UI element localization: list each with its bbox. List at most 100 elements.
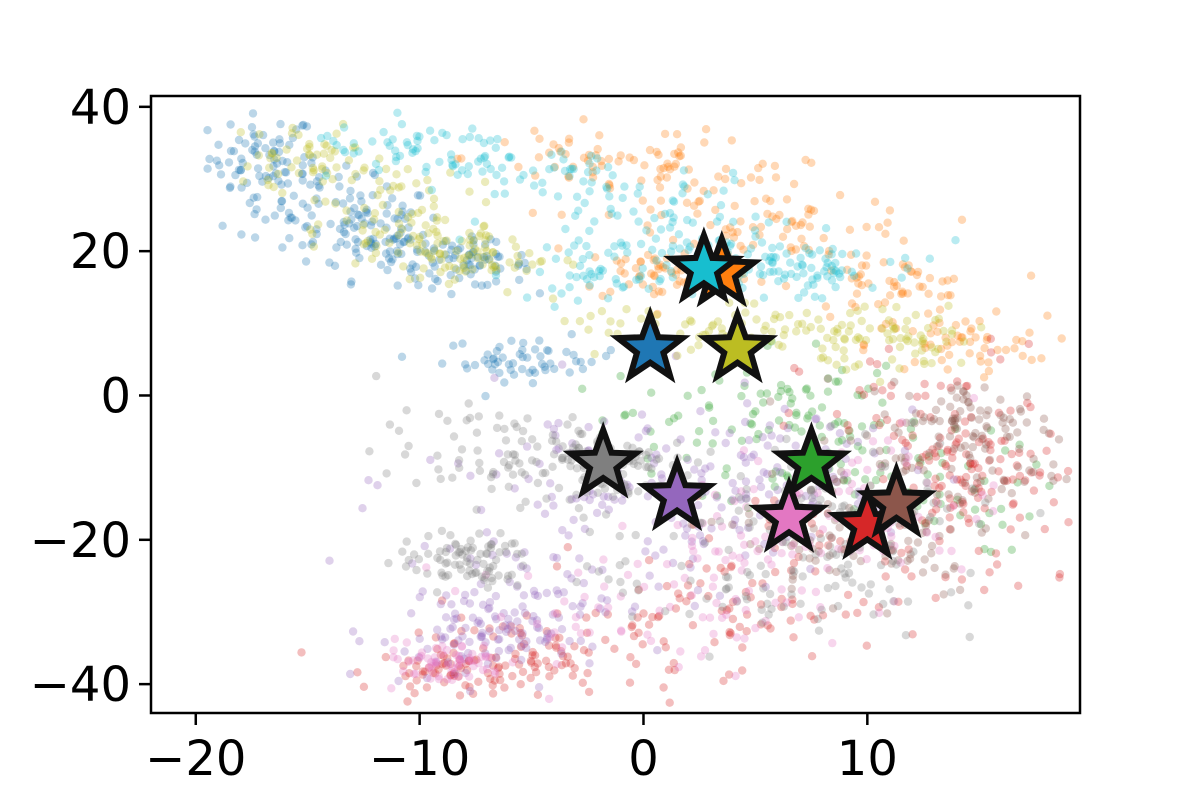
scatter-point [341, 229, 350, 239]
scatter-point [558, 455, 567, 464]
scatter-point [326, 153, 335, 163]
scatter-point [468, 265, 477, 274]
scatter-point [594, 603, 603, 612]
scatter-point [567, 330, 576, 339]
scatter-point [864, 279, 873, 288]
scatter-point [423, 654, 433, 663]
scatter-point [274, 147, 284, 157]
scatter-point [278, 188, 287, 198]
scatter-point [340, 148, 350, 157]
scatter-point [470, 244, 480, 254]
scatter-point [429, 244, 439, 253]
scatter-point [957, 215, 967, 224]
scatter-point [426, 253, 436, 262]
scatter-point [599, 492, 608, 501]
scatter-point [817, 605, 826, 614]
scatter-point [890, 324, 900, 333]
scatter-point [636, 257, 645, 266]
scatter-point [557, 649, 566, 658]
scatter-point [270, 155, 279, 164]
scatter-point [741, 587, 751, 597]
scatter-point [997, 484, 1006, 494]
scatter-point [604, 492, 613, 501]
scatter-point [827, 261, 836, 271]
scatter-point [436, 632, 446, 641]
scatter-point [775, 242, 785, 251]
scatter-point [665, 698, 674, 707]
scatter-point [272, 159, 282, 168]
scatter-point [430, 658, 439, 667]
scatter-point [557, 643, 567, 652]
scatter-point [490, 676, 499, 685]
scatter-point [445, 261, 454, 271]
scatter-point [806, 485, 816, 495]
scatter-point [956, 407, 965, 416]
scatter-point [628, 621, 637, 630]
scatter-point [455, 547, 465, 557]
scatter-point [348, 627, 358, 636]
scatter-point [740, 558, 749, 567]
scatter-point [310, 195, 319, 205]
scatter-point [693, 458, 703, 467]
scatter-point [306, 180, 315, 189]
scatter-point [360, 203, 369, 213]
scatter-point [248, 109, 258, 118]
scatter-point [1015, 471, 1025, 481]
scatter-point [481, 570, 490, 580]
scatter-point [585, 187, 594, 196]
scatter-point [511, 626, 520, 636]
scatter-point [768, 474, 777, 483]
scatter-point [726, 629, 735, 638]
scatter-point [584, 687, 594, 697]
scatter-point [774, 340, 783, 350]
scatter-point [545, 633, 555, 642]
scatter-point [836, 272, 845, 282]
scatter-point [305, 150, 314, 159]
scatter-point [770, 496, 779, 505]
scatter-point [402, 638, 411, 647]
scatter-point [453, 660, 462, 669]
scatter-point [446, 670, 456, 680]
scatter-point [657, 248, 667, 258]
scatter-point [339, 217, 348, 227]
scatter-point [922, 527, 931, 537]
scatter-point [323, 131, 332, 141]
scatter-point [927, 541, 937, 551]
scatter-point [789, 539, 799, 548]
scatter-point [735, 553, 744, 562]
scatter-point [432, 659, 441, 668]
scatter-point [881, 229, 890, 238]
scatter-point [859, 390, 869, 399]
scatter-point [742, 494, 751, 503]
scatter-point [356, 191, 365, 200]
scatter-point [584, 422, 593, 432]
scatter-point [832, 550, 841, 559]
scatter-point [989, 481, 998, 490]
scatter-point [455, 235, 464, 244]
scatter-point [478, 260, 487, 269]
scatter-point [939, 326, 948, 336]
scatter-point [442, 543, 452, 553]
scatter-point [845, 486, 854, 496]
scatter-point [851, 335, 861, 345]
scatter-point [639, 609, 648, 618]
scatter-point [543, 633, 552, 642]
y-tick-label: 20 [70, 224, 131, 280]
scatter-point [836, 537, 845, 546]
scatter-point [888, 322, 898, 331]
scatter-point [332, 129, 341, 138]
scatter-point [441, 661, 451, 670]
scatter-point [884, 344, 894, 354]
scatter-point [495, 548, 504, 557]
scatter-point [508, 359, 518, 368]
scatter-point [560, 166, 570, 176]
scatter-point [472, 505, 481, 514]
scatter-point [433, 644, 442, 654]
scatter-point [643, 492, 653, 501]
scatter-point [858, 446, 867, 455]
scatter-point [558, 360, 567, 369]
scatter-point [442, 130, 451, 140]
scatter-point [979, 373, 989, 382]
scatter-point [456, 664, 466, 673]
scatter-point [644, 448, 653, 457]
